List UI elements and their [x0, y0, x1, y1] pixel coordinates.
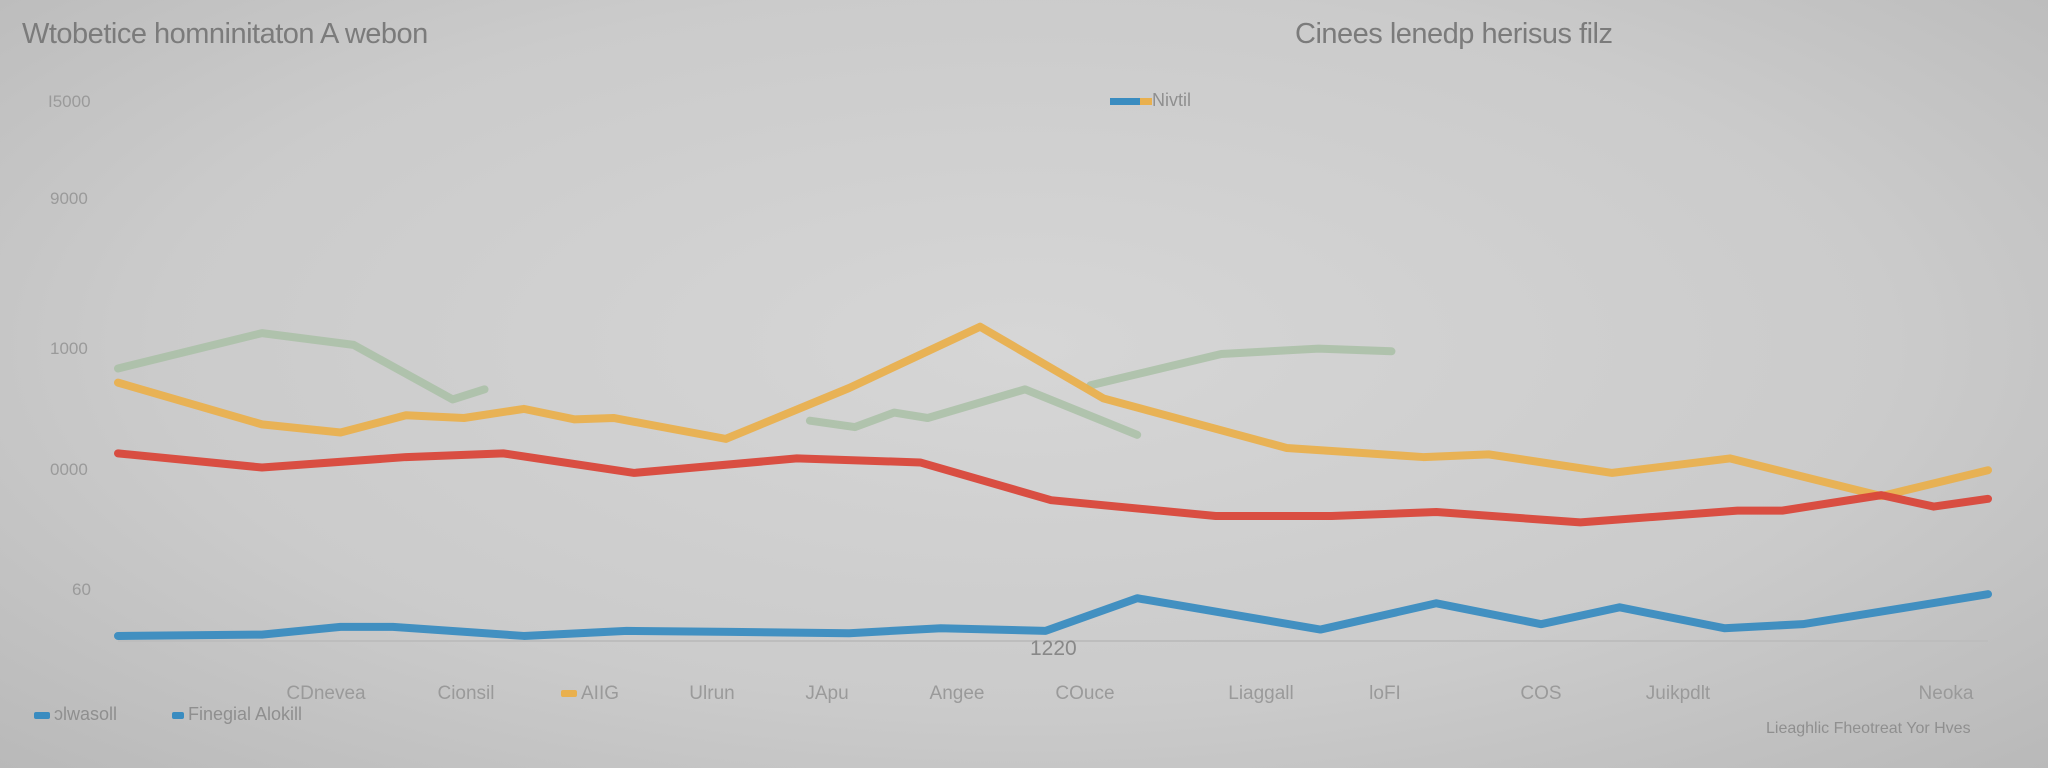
y-tick-label: 1000	[50, 339, 88, 358]
x-tick-label: COS	[1520, 683, 1562, 704]
legend-label: Finegial Alokill	[188, 704, 303, 724]
y-tick-label: 60	[72, 580, 91, 599]
y-tick-label: I5000	[48, 92, 91, 111]
series-line-orange	[114, 322, 1992, 501]
legend-swatch-icon	[172, 711, 184, 719]
x-tick-label: Liaggall	[1228, 683, 1294, 704]
orange-swatch-icon	[560, 690, 577, 698]
x-tick-label: AIIG	[560, 683, 620, 705]
x-tick-label: CDnevea	[286, 683, 366, 704]
bottom-legend-item: ɔlwasoll	[34, 704, 117, 725]
legend-swatch-blue-icon	[1110, 97, 1140, 105]
annotation: 1220	[1030, 637, 1077, 660]
x-tick-label: Juikpdlt	[1645, 683, 1711, 704]
chart-subtitle: Cinees lenedp herisus filz	[1295, 18, 1613, 50]
x-tick-label: COuce	[1055, 683, 1115, 704]
legend-swatch-icon	[34, 711, 50, 719]
series-line-green	[805, 385, 1142, 439]
y-tick-label: 9000	[50, 189, 88, 208]
top-legend: Nivtil	[1110, 90, 1191, 111]
series-line-blue	[114, 590, 1992, 640]
x-tick-text: AIIG	[580, 683, 620, 704]
legend-label: Nivtil	[1152, 90, 1191, 110]
x-axis-label: Lieaghlic Fheotreat Yor Hves	[1766, 720, 1971, 737]
legend-swatch-orange-icon	[1140, 97, 1152, 105]
chart-title: Wtobetice homninitaton A webon	[22, 18, 428, 50]
x-tick-label: Cionsil	[437, 683, 495, 704]
series-line-red	[114, 449, 1992, 527]
x-tick-label: Ulrun	[689, 683, 735, 704]
x-tick-label: Angee	[929, 683, 985, 704]
legend-label: ɔlwasoll	[54, 704, 118, 724]
x-tick-label: JApu	[805, 683, 849, 704]
series-line-green	[114, 329, 489, 404]
y-tick-label: 0000	[50, 460, 88, 479]
series-line-green	[1086, 344, 1396, 390]
bottom-legend-item: Finegial Alokill	[172, 704, 302, 725]
x-tick-label: loFI	[1369, 683, 1401, 704]
x-tick-label: Neoka	[1918, 683, 1974, 704]
